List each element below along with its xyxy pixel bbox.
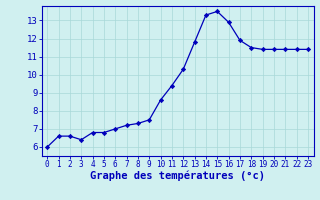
- X-axis label: Graphe des températures (°c): Graphe des températures (°c): [90, 171, 265, 181]
